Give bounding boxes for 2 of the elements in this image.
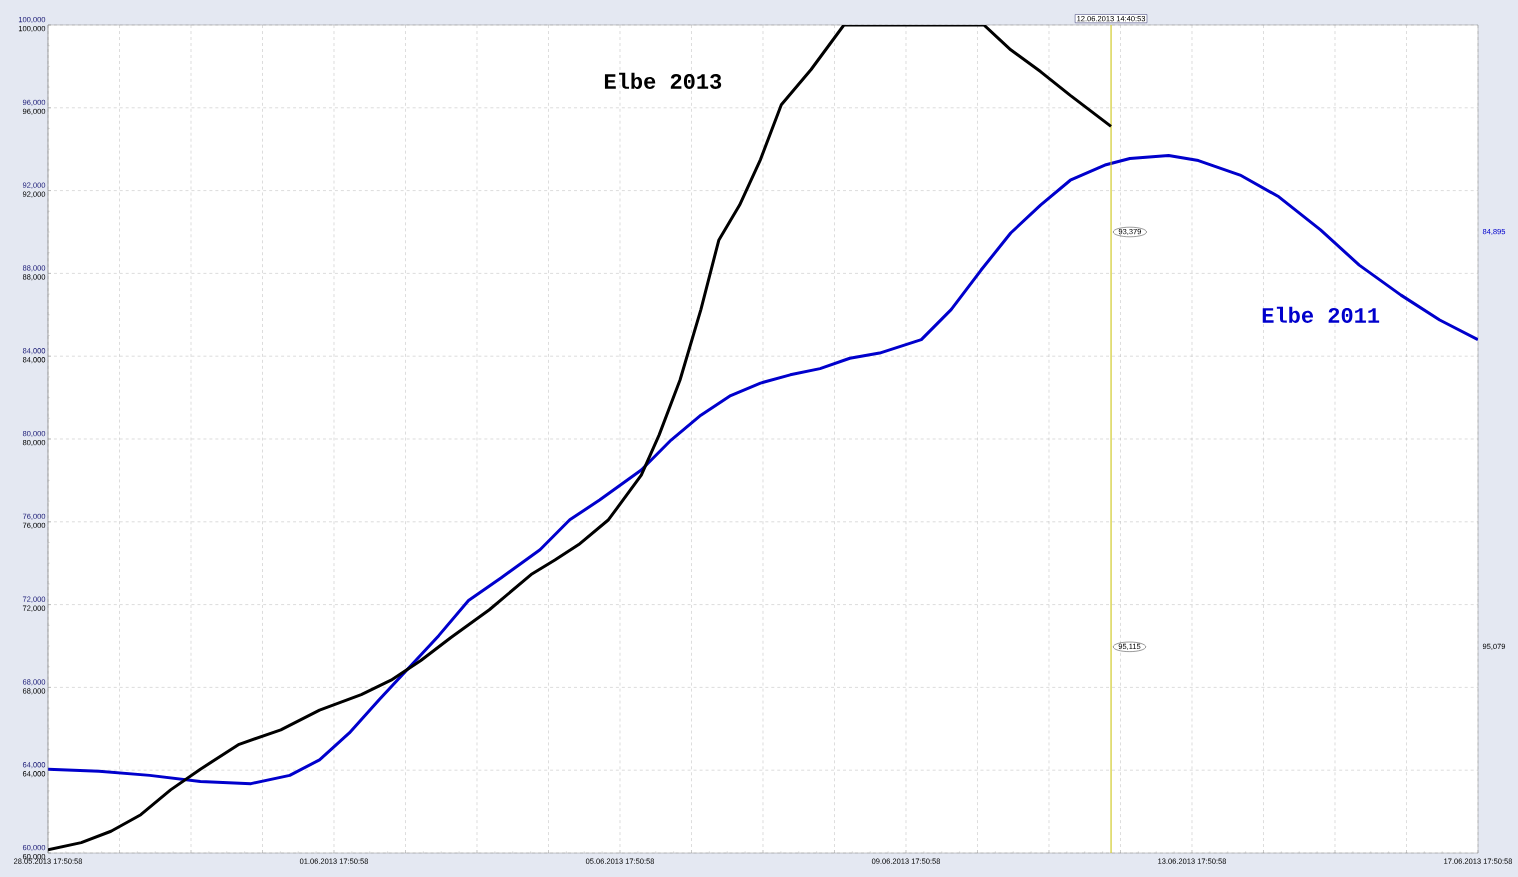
series-label: Elbe 2011: [1262, 306, 1380, 323]
text: Elbe 2013: [604, 72, 722, 89]
